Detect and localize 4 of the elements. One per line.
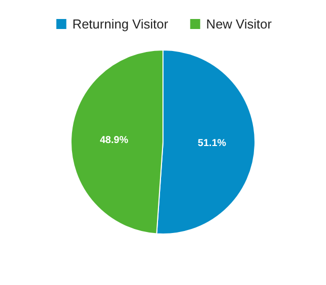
data-label: 48.9% — [100, 134, 128, 146]
data-label: 51.1% — [198, 138, 226, 150]
legend-label: Returning Visitor — [72, 16, 169, 32]
legend-label: New Visitor — [206, 16, 272, 32]
